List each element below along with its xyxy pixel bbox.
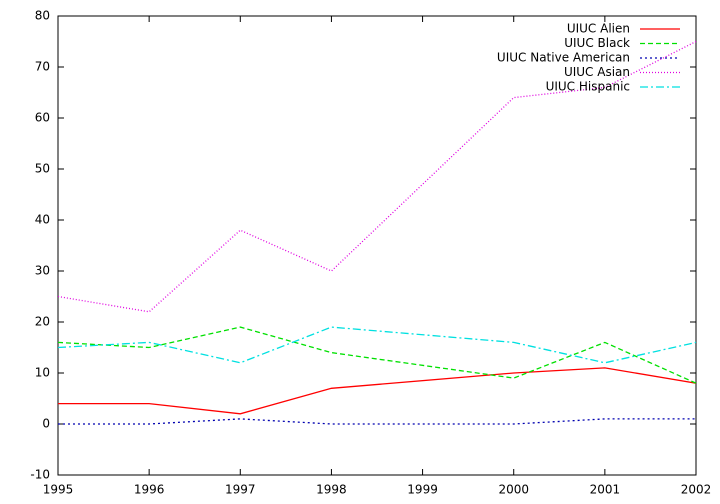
y-tick-label: 30 [35, 264, 50, 278]
x-tick-label: 1999 [407, 483, 438, 497]
y-tick-label: 60 [35, 111, 50, 125]
x-tick-label: 1998 [316, 483, 347, 497]
y-tick-label: 20 [35, 315, 50, 329]
y-tick-label: 80 [35, 9, 50, 23]
x-tick-label: 1996 [134, 483, 165, 497]
series-line [58, 418, 696, 425]
x-tick-label: 2000 [498, 483, 529, 497]
x-tick-label: 2002 [681, 483, 712, 497]
series-line [57, 326, 697, 384]
y-tick-label: 70 [35, 60, 50, 74]
y-tick-label: 0 [42, 417, 50, 431]
legend-label: UIUC Black [564, 36, 630, 50]
y-tick-label: 50 [35, 162, 50, 176]
series-line [57, 40, 697, 313]
y-tick-label: 40 [35, 213, 50, 227]
y-tick-label: -10 [30, 468, 50, 482]
y-tick-label: 10 [35, 366, 50, 380]
legend-label: UIUC Hispanic [546, 80, 630, 94]
legend-label: UIUC Asian [564, 65, 630, 79]
plot-frame [57, 15, 697, 476]
legend-label: UIUC Native American [497, 51, 630, 65]
series-line [57, 326, 697, 364]
x-tick-label: 2001 [590, 483, 621, 497]
x-tick-label: 1997 [225, 483, 256, 497]
legend-label: UIUC Alien [567, 22, 630, 36]
x-tick-label: 1995 [43, 483, 74, 497]
series-line [58, 367, 697, 415]
